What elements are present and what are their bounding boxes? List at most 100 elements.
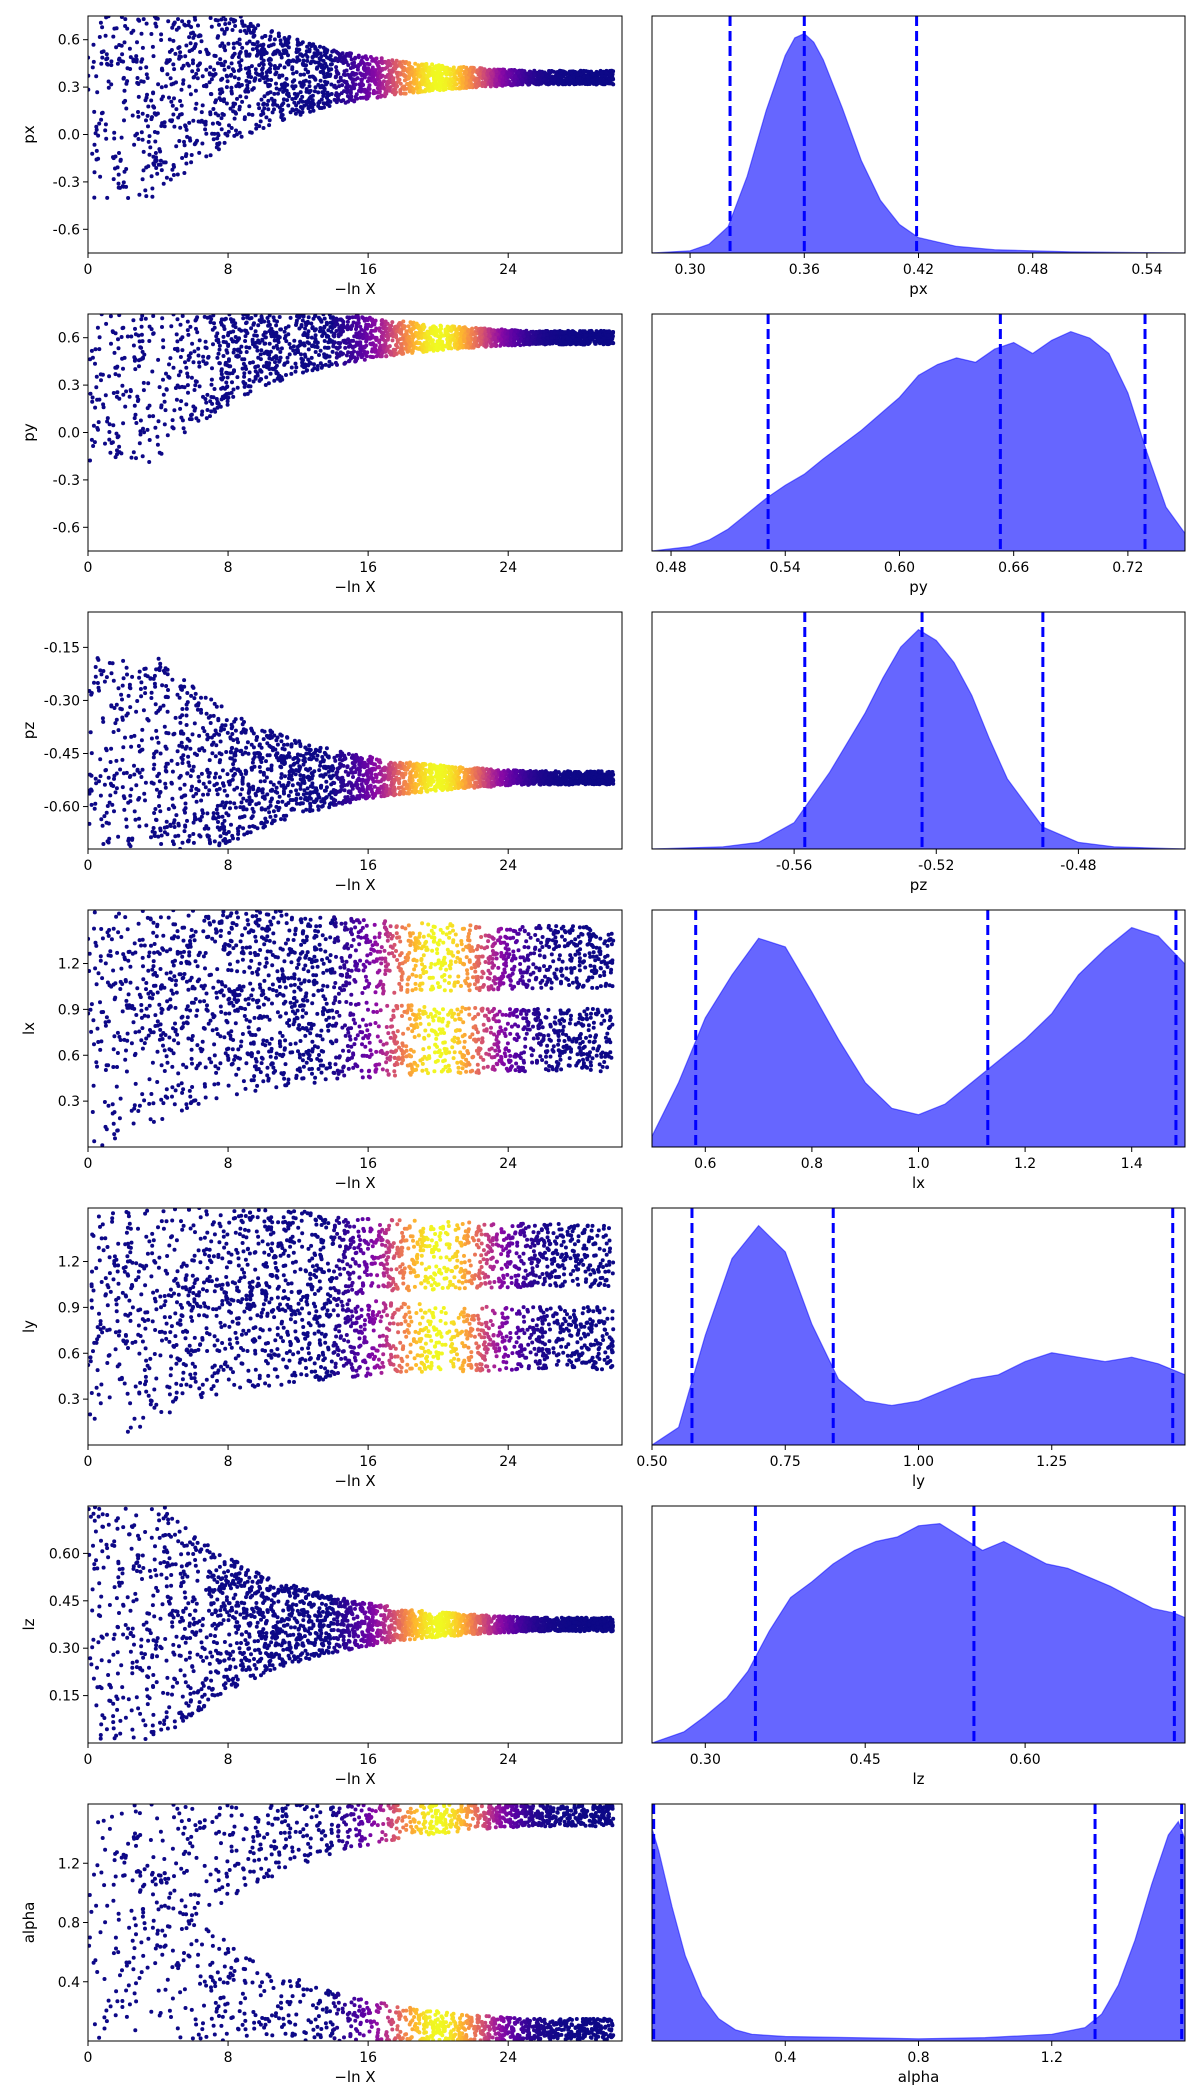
- sample-point: [132, 355, 137, 360]
- sample-point: [229, 72, 234, 77]
- sample-point: [267, 356, 272, 361]
- sample-point: [474, 77, 479, 82]
- sample-point: [176, 25, 181, 30]
- sample-point: [358, 332, 363, 337]
- sample-point: [206, 354, 211, 359]
- sample-point: [215, 61, 220, 66]
- sample-point: [351, 77, 355, 82]
- sample-point: [273, 51, 278, 56]
- sample-point: [516, 79, 521, 84]
- sample-point: [266, 381, 271, 386]
- sample-point: [345, 327, 350, 332]
- sample-point: [137, 18, 142, 23]
- sample-point: [140, 356, 145, 361]
- sample-point: [591, 336, 595, 341]
- sample-point: [269, 29, 274, 34]
- sample-point: [226, 333, 230, 338]
- sample-point: [183, 54, 188, 59]
- sample-point: [275, 338, 280, 343]
- sample-point: [105, 416, 110, 421]
- sample-point: [233, 24, 238, 28]
- sample-point: [281, 97, 286, 102]
- sample-point: [117, 151, 121, 155]
- sample-point: [191, 61, 195, 66]
- sample-point: [114, 45, 119, 50]
- sample-point: [304, 101, 309, 106]
- sample-point: [180, 418, 185, 423]
- sample-point: [315, 345, 320, 350]
- sample-point: [294, 50, 299, 55]
- sample-point: [98, 372, 103, 377]
- sample-point: [201, 359, 206, 364]
- sample-point: [390, 58, 395, 63]
- sample-point: [397, 77, 402, 82]
- sample-point: [484, 343, 489, 348]
- sample-point: [487, 333, 491, 338]
- sample-point: [180, 19, 185, 24]
- sample-point: [276, 91, 280, 96]
- sample-point: [94, 157, 99, 162]
- sample-point: [106, 85, 111, 90]
- sample-point: [381, 85, 386, 90]
- sample-point: [211, 314, 216, 318]
- sample-point: [270, 110, 275, 115]
- sample-point: [150, 369, 155, 374]
- sample-point: [140, 349, 145, 354]
- sample-point: [278, 38, 283, 43]
- sample-point: [150, 115, 154, 120]
- sample-point: [177, 385, 182, 390]
- sample-point: [159, 85, 164, 90]
- sample-point: [238, 16, 243, 19]
- sample-point: [231, 46, 236, 50]
- sample-point: [99, 378, 103, 383]
- sample-point: [452, 324, 457, 329]
- sample-point: [241, 380, 246, 384]
- sample-point: [147, 152, 152, 157]
- sample-point: [113, 372, 118, 377]
- sample-point: [211, 107, 216, 111]
- sample-point: [377, 89, 382, 94]
- sample-point: [494, 332, 499, 337]
- sample-point: [147, 339, 152, 343]
- sample-point: [355, 67, 360, 72]
- sample-point: [560, 78, 565, 83]
- sample-point: [301, 358, 305, 363]
- sample-point: [547, 81, 552, 86]
- sample-point: [565, 336, 570, 341]
- sample-point: [336, 71, 341, 76]
- sample-point: [438, 323, 443, 328]
- sample-point: [88, 87, 91, 92]
- sample-point: [291, 344, 296, 349]
- sample-point: [187, 49, 192, 54]
- sample-point: [219, 397, 224, 402]
- sample-point: [265, 363, 270, 368]
- sample-point: [549, 69, 554, 73]
- sample-point: [92, 142, 97, 147]
- sample-point: [105, 419, 110, 424]
- sample-point: [216, 34, 221, 39]
- sample-point: [103, 441, 107, 446]
- sample-point: [230, 67, 235, 72]
- sample-point: [208, 92, 213, 96]
- sample-point: [268, 34, 273, 39]
- sample-point: [142, 430, 147, 435]
- sample-point: [360, 336, 365, 341]
- sample-point: [122, 169, 127, 174]
- sample-point: [208, 112, 213, 117]
- sample-point: [373, 343, 378, 348]
- sample-point: [334, 316, 339, 321]
- sample-point: [332, 97, 337, 102]
- sample-point: [420, 79, 425, 84]
- sample-point: [116, 346, 121, 351]
- sample-point: [128, 388, 133, 392]
- sample-point: [121, 366, 125, 371]
- sample-point: [319, 65, 324, 70]
- sample-point: [131, 59, 136, 64]
- sample-point: [156, 82, 161, 87]
- sample-point: [312, 76, 317, 81]
- sample-point: [119, 451, 124, 456]
- sample-point: [430, 88, 435, 92]
- sample-point: [136, 797, 141, 802]
- sample-point: [277, 315, 282, 319]
